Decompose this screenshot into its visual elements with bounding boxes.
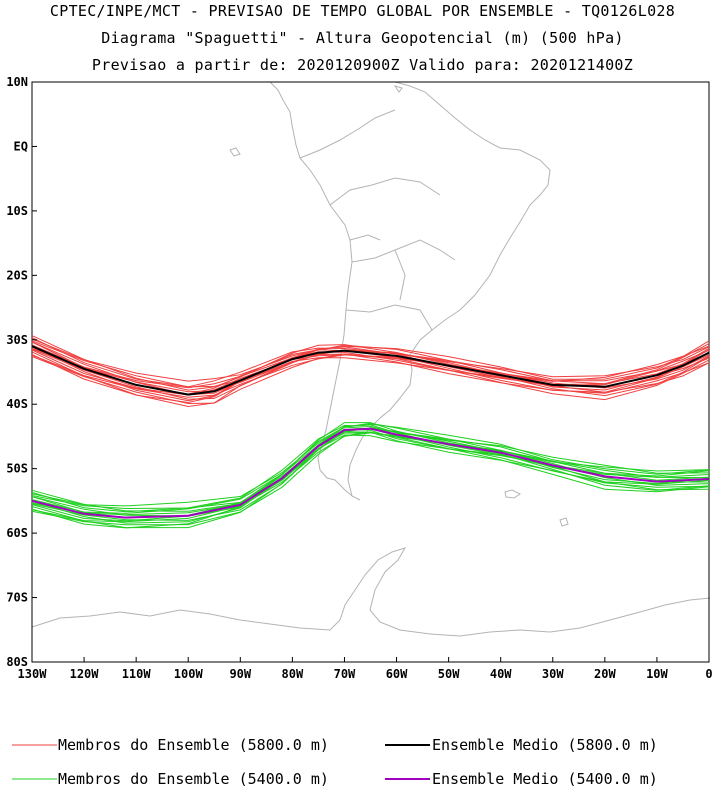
south-america-coast — [269, 81, 551, 501]
lon-label: 130W — [18, 667, 48, 681]
legend-members-5800: Membros do Ensemble (5800.0 m) — [58, 736, 329, 754]
lon-label: 110W — [122, 667, 152, 681]
lon-label: 50W — [438, 667, 460, 681]
title-line-1: CPTEC/INPE/MCT - PREVISAO DE TEMPO GLOBA… — [49, 2, 676, 20]
member-line — [31, 337, 710, 388]
ensemble-means — [31, 345, 710, 519]
member-line — [31, 349, 710, 396]
lon-label: 70W — [334, 667, 356, 681]
member-line — [31, 427, 710, 516]
lon-label: 30W — [542, 667, 564, 681]
falklands-coast — [504, 489, 521, 499]
ensemble-members — [31, 335, 710, 529]
member-line — [31, 338, 710, 382]
title-line-2: Diagrama "Spaguetti" - Altura Geopotenci… — [101, 29, 624, 47]
member-line — [31, 347, 710, 393]
lon-label: 20W — [594, 667, 616, 681]
islands-coast — [229, 85, 569, 527]
lon-label: 120W — [70, 667, 100, 681]
lat-label: 80S — [6, 655, 28, 669]
mean-line — [31, 345, 710, 396]
title-line-3: Previsao a partir de: 2020120900Z Valido… — [91, 56, 634, 74]
lat-label: 20S — [6, 268, 28, 282]
lat-label: 50S — [6, 462, 28, 476]
lon-label: 40W — [490, 667, 512, 681]
lon-label: 80W — [282, 667, 304, 681]
member-line — [31, 422, 710, 510]
lat-label: EQ — [14, 139, 28, 153]
lon-label: 100W — [174, 667, 204, 681]
member-line — [31, 340, 710, 388]
legend-mean-5800: Ensemble Medio (5800.0 m) — [432, 736, 658, 754]
member-line — [31, 426, 710, 519]
lat-label: 10N — [6, 75, 28, 89]
lat-label: 10S — [6, 204, 28, 218]
lon-label: 10W — [646, 667, 668, 681]
lat-label: 30S — [6, 333, 28, 347]
coastlines — [31, 81, 711, 637]
antarctica-coast — [31, 547, 711, 637]
lon-label: 60W — [386, 667, 408, 681]
map-frame — [31, 81, 710, 663]
lat-label: 60S — [6, 526, 28, 540]
lat-label: 70S — [6, 591, 28, 605]
member-line — [31, 431, 710, 526]
lon-label: 0 — [705, 667, 712, 681]
member-line — [31, 434, 710, 529]
country-borders — [299, 109, 456, 331]
lon-label: 90W — [229, 667, 251, 681]
legend-members-5400: Membros do Ensemble (5400.0 m) — [58, 770, 329, 788]
lat-label: 40S — [6, 397, 28, 411]
legend-mean-5400: Ensemble Medio (5400.0 m) — [432, 770, 658, 788]
member-line — [31, 353, 710, 404]
mean-line — [31, 427, 710, 519]
member-line — [31, 423, 710, 507]
